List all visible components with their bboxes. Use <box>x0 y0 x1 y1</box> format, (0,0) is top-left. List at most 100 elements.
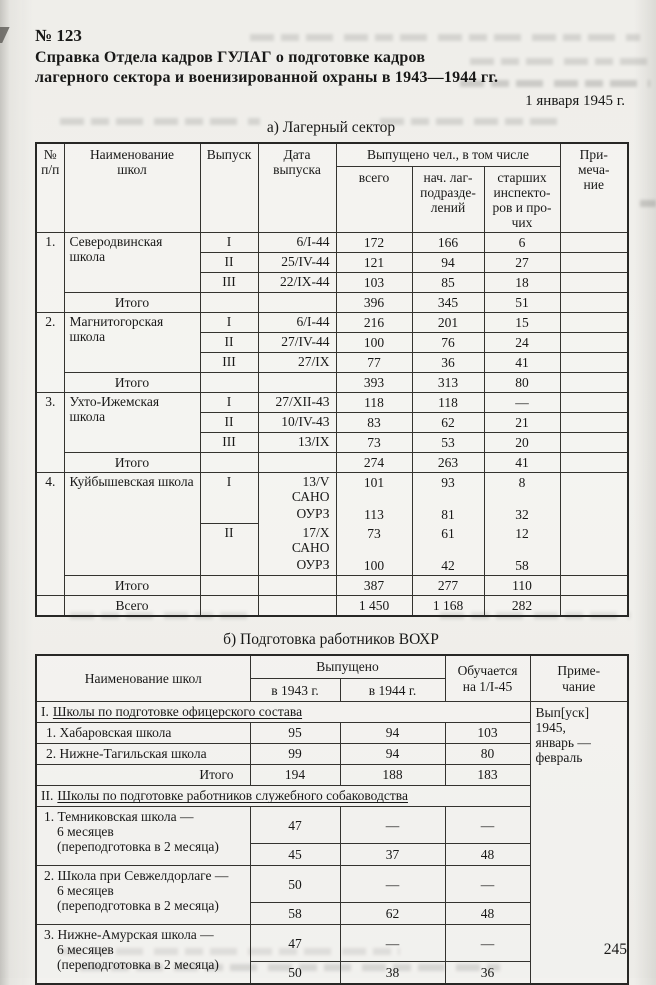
value-cell: 73 <box>335 431 413 453</box>
value-cell: 48 <box>444 902 531 926</box>
empty-note-cell <box>559 271 629 293</box>
value-cell: 45 <box>249 843 341 867</box>
col-header-inspectors: старших инспекто- ров и про- чих <box>483 166 561 233</box>
row-number: 3. <box>35 391 65 473</box>
value-cell: 21 <box>483 411 561 433</box>
col-header-note: При- меча- ние <box>559 142 629 233</box>
value-cell: 51 <box>483 291 561 313</box>
date-cell: ОУРЗ <box>257 504 337 525</box>
value-cell: 166 <box>411 231 485 253</box>
value-cell: 73 <box>335 523 413 557</box>
section-title-cell: II. Школы по подготовке работников служеб… <box>35 785 531 808</box>
subtotal-row: Итого 393 313 80 <box>36 371 629 393</box>
value-cell: 27 <box>483 251 561 273</box>
value-cell: 100 <box>335 556 413 577</box>
empty-note-cell <box>559 471 629 577</box>
section-a-heading: а) Лагерный сектор <box>266 119 396 137</box>
value-cell: 387 <box>335 575 413 597</box>
release-cell: III <box>199 271 259 293</box>
bleed-through-texture <box>60 118 260 125</box>
itogo-label: Итого <box>63 451 201 473</box>
itogo-label: Итого <box>63 291 201 313</box>
table-row: 4. Куйбышевская школа I 13/V САНО 101 93… <box>35 471 629 597</box>
col-header-total: всего <box>335 166 413 233</box>
value-cell: 41 <box>483 351 561 373</box>
value-cell: — <box>339 806 446 845</box>
value-cell: 62 <box>411 411 485 433</box>
doc-title: Справка Отдела кадров ГУЛАГ о подготовке… <box>35 48 627 90</box>
value-cell: 50 <box>249 961 341 985</box>
section-row: I. Школы по подготовке офицерского состав… <box>35 701 629 985</box>
empty-note-cell <box>559 371 629 393</box>
value-cell: 94 <box>339 722 446 745</box>
date-cell: 27/XII-43 <box>257 391 337 413</box>
date-cell: 25/IV-44 <box>257 251 337 273</box>
value-cell: 38 <box>339 961 446 985</box>
empty-note-cell <box>559 291 629 313</box>
empty-cell <box>199 291 259 313</box>
empty-cell <box>199 595 259 617</box>
col-header-school: Наименование школ <box>35 654 251 703</box>
value-cell: 99 <box>249 743 341 766</box>
note-cell: Вып[уск] 1945, январь — февраль <box>529 701 629 985</box>
value-cell: 1 450 <box>335 595 413 617</box>
value-cell: — <box>444 924 531 963</box>
table-row: 1. Северодвинская школа I 6/I-44 172 166… <box>35 231 629 313</box>
col-header-1944: в 1944 г. <box>339 678 446 703</box>
date-cell: 13/IX <box>257 431 337 453</box>
value-cell: 62 <box>339 902 446 926</box>
table-row: 3. Ухто-Ижемская школа I 27/XII-43 118 1… <box>35 391 629 473</box>
empty-note-cell <box>559 251 629 273</box>
school-name-cell: Ухто-Ижемская школа <box>63 391 201 453</box>
total-row: Всего 1 450 1 168 282 <box>35 595 629 617</box>
value-cell: 61 <box>411 523 485 557</box>
value-cell: 100 <box>335 331 413 353</box>
table-row: II 25/IV-44 121 94 27 <box>36 251 629 273</box>
itogo-label: Итого <box>35 764 251 787</box>
value-cell: — <box>444 806 531 845</box>
table-row: II 27/IV-44 100 76 24 <box>36 331 629 353</box>
value-cell: 282 <box>483 595 561 617</box>
value-cell: 20 <box>483 431 561 453</box>
release-cell: III <box>199 351 259 373</box>
value-cell: 345 <box>411 291 485 313</box>
value-cell: 201 <box>411 311 485 333</box>
table-row: 2. Магнитогорская школа I 6/I-44 216 201… <box>35 311 629 393</box>
value-cell: 118 <box>411 391 485 413</box>
table-row: 2. Школа при Севжелдорлаге — 6 месяцев (… <box>35 865 628 926</box>
date-cell: 17/X САНО <box>257 523 337 557</box>
section-b-heading: б) Подготовка работников ВОХР <box>223 631 439 649</box>
empty-note-cell <box>559 451 629 473</box>
value-cell: 263 <box>411 451 485 473</box>
value-cell: — <box>339 865 446 904</box>
page-number: 245 <box>603 941 627 958</box>
value-cell: 113 <box>335 504 413 525</box>
release-cell: I <box>199 471 259 525</box>
doc-date: 1 января 1945 г. <box>525 93 625 110</box>
value-cell: — <box>339 924 446 963</box>
col-header-note: Приме- чание <box>529 654 629 703</box>
itogo-label: Итого <box>63 575 201 597</box>
value-cell: 94 <box>339 743 446 766</box>
value-cell: 41 <box>483 451 561 473</box>
empty-note-cell <box>559 595 629 617</box>
value-cell: 50 <box>249 865 341 904</box>
value-cell: 277 <box>411 575 485 597</box>
bleed-through-texture <box>470 58 650 65</box>
value-cell: 1 168 <box>411 595 485 617</box>
date-cell: 10/IV-43 <box>257 411 337 433</box>
release-cell: II <box>199 523 259 577</box>
value-cell: 48 <box>444 843 531 867</box>
section-title: Школы по подготовке офицерского состава <box>52 704 303 720</box>
release-cell: III <box>199 431 259 453</box>
value-cell: 110 <box>483 575 561 597</box>
empty-note-cell <box>559 411 629 433</box>
value-cell: 36 <box>411 351 485 373</box>
empty-cell <box>199 451 259 473</box>
empty-note-cell <box>559 575 629 597</box>
col-header-1943: в 1943 г. <box>249 678 341 703</box>
release-cell: II <box>199 331 259 353</box>
bleed-through-texture <box>250 34 640 41</box>
table-row: 2. Нижне-Тагильская школа 99 94 80 <box>35 743 628 766</box>
